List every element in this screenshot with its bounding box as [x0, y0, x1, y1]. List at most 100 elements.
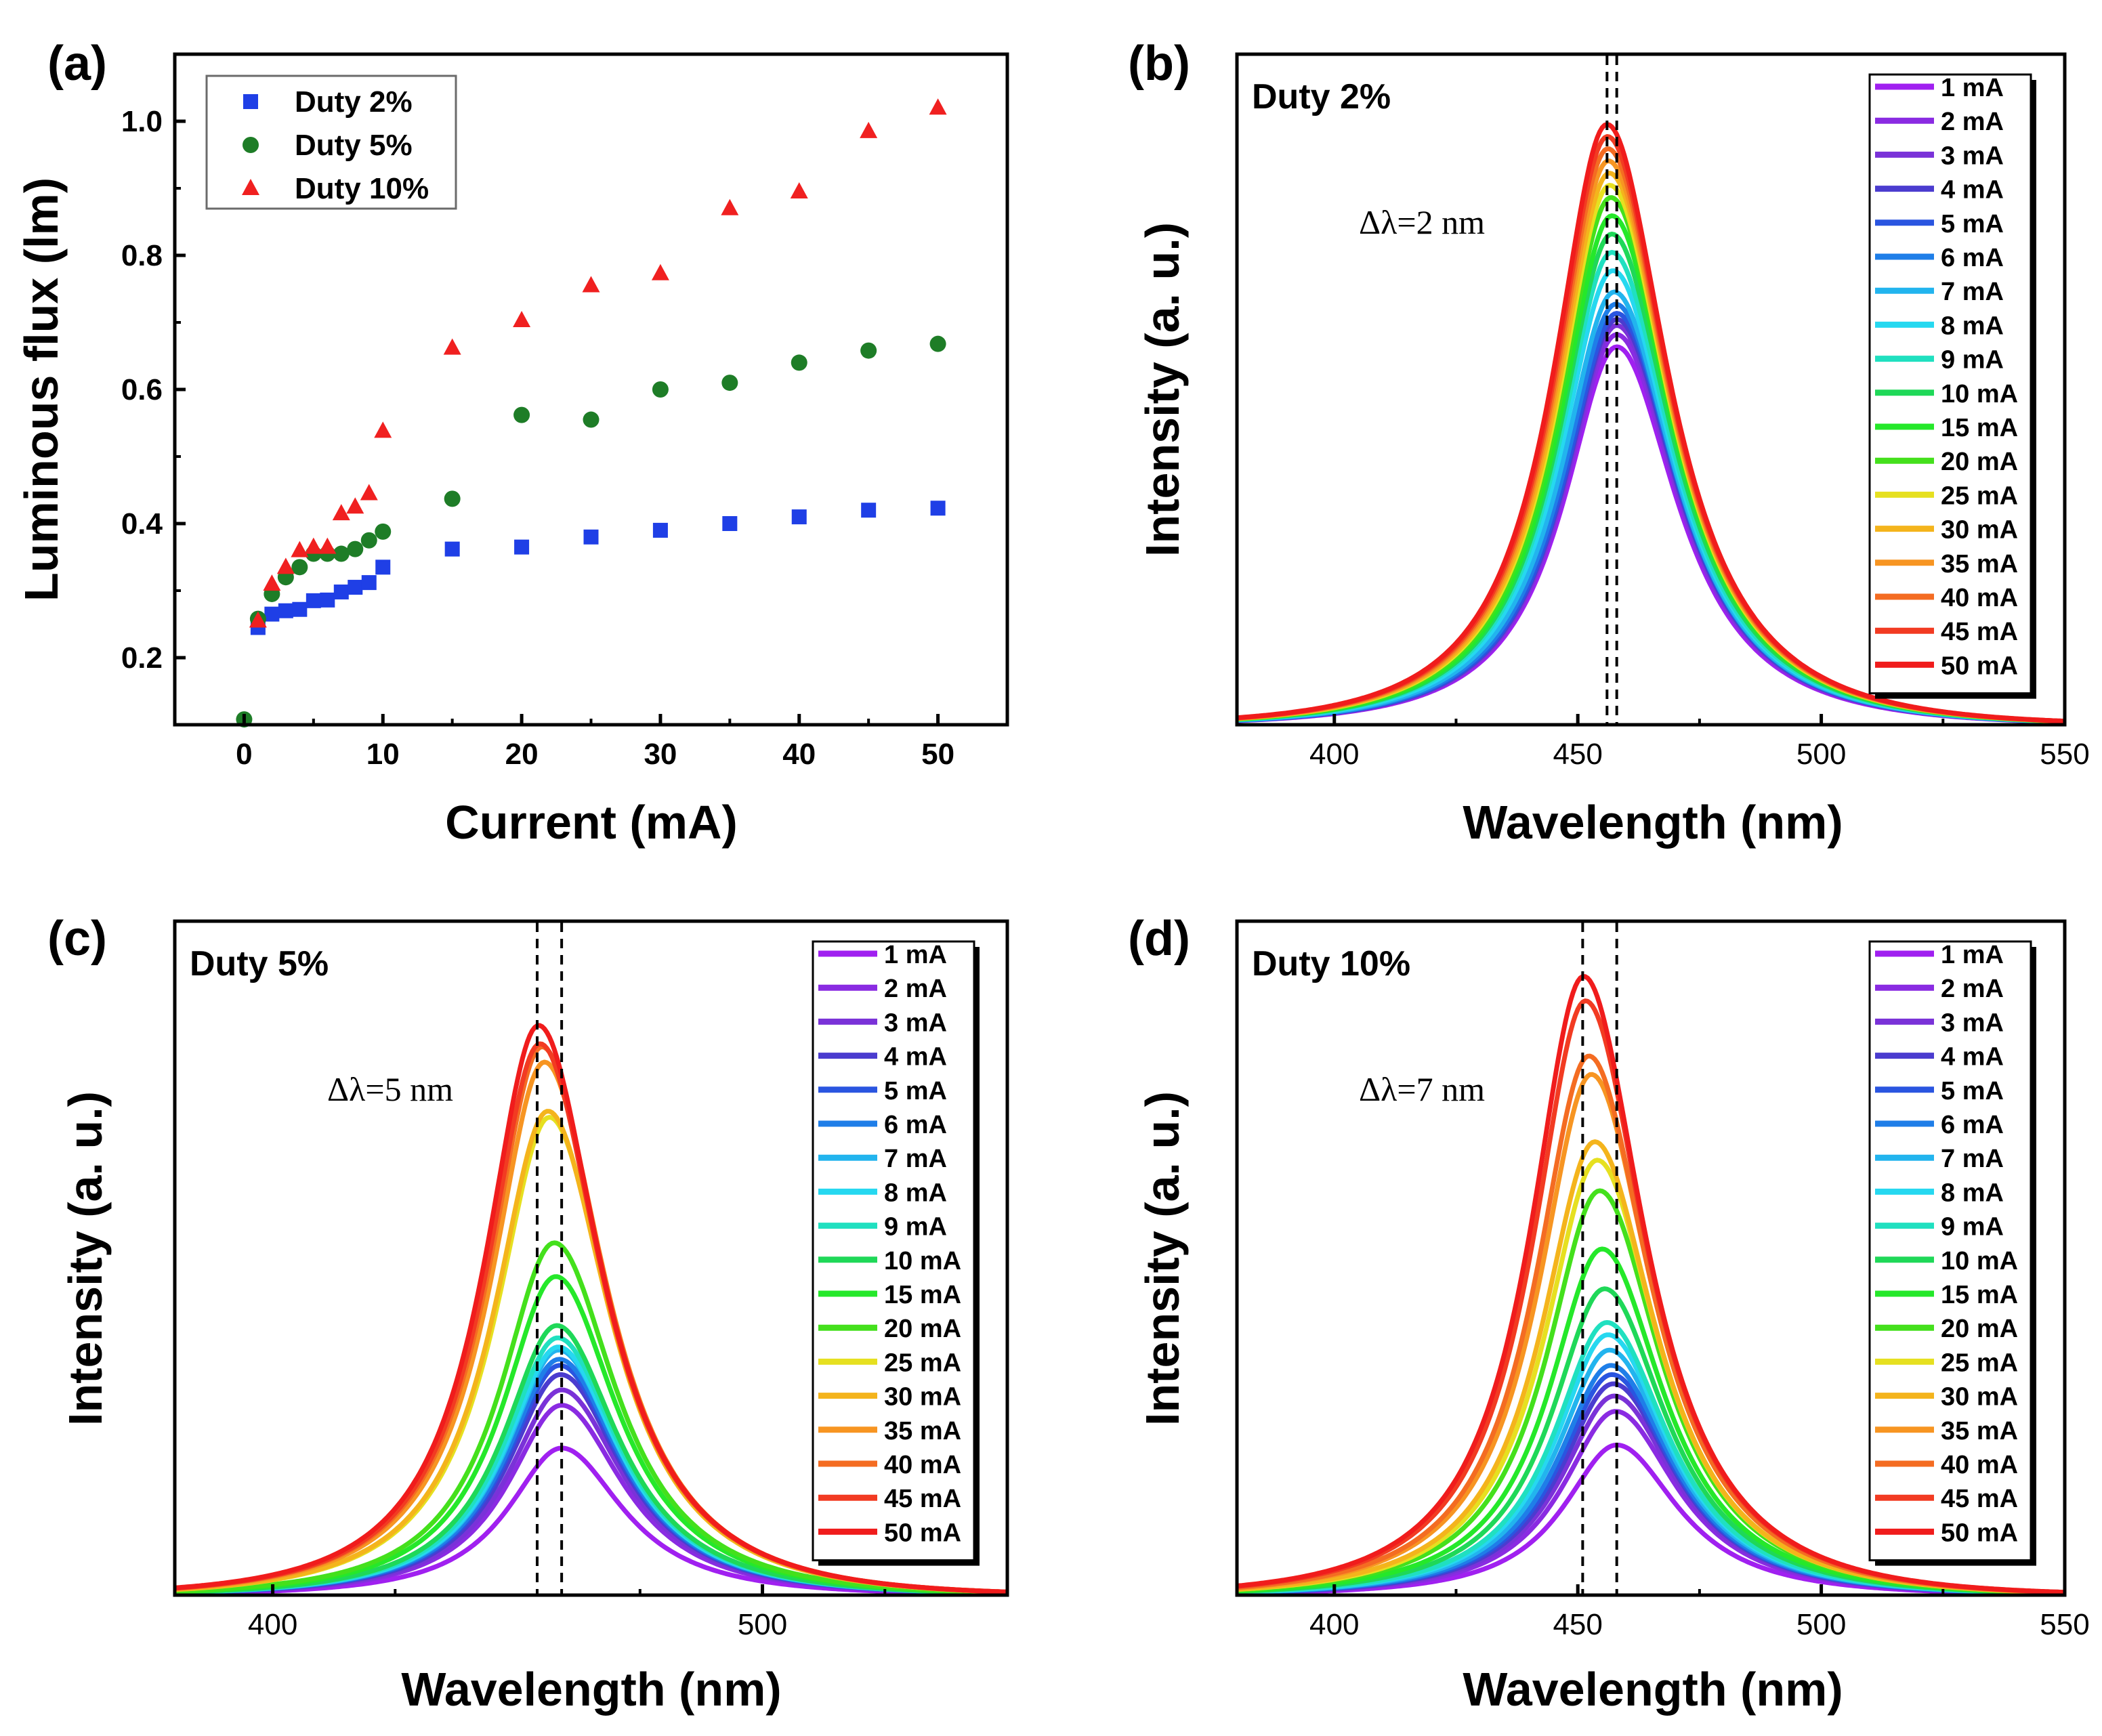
- legend-label: 10 mA: [1941, 380, 2018, 408]
- data-point-triangle: [249, 611, 267, 628]
- data-point-circle: [347, 541, 364, 557]
- spectrum-curve-18: [1237, 122, 2065, 724]
- x-tick-label: 550: [2040, 1608, 2089, 1641]
- legend-label: 7 mA: [1941, 278, 2004, 306]
- legend-label: 7 mA: [884, 1145, 947, 1173]
- legend: 1 mA 2 mA 3 mA 4 mA 5 mA 6 mA 7 mA 8 mA 9 mA 10 m…: [1868, 73, 2036, 699]
- data-point-circle: [513, 406, 530, 423]
- legend-label: 8 mA: [1941, 312, 2004, 340]
- data-point-circle: [360, 532, 377, 549]
- data-point-square: [652, 522, 668, 538]
- legend-label: Duty 5%: [295, 129, 413, 162]
- y-tick-label: 0.8: [121, 239, 163, 272]
- legend-label: 15 mA: [884, 1281, 961, 1309]
- y-tick-label: 0.6: [121, 373, 163, 406]
- x-axis-title: Wavelength (nm): [1463, 1663, 1843, 1716]
- legend-marker-square: [243, 94, 258, 109]
- legend-label: 8 mA: [1941, 1179, 2004, 1207]
- panel-title: Duty 5%: [190, 944, 329, 983]
- x-tick-label: 550: [2040, 738, 2089, 771]
- x-tick-label: 400: [1309, 738, 1359, 771]
- legend-label: 35 mA: [884, 1417, 961, 1445]
- data-point-triangle: [651, 263, 669, 280]
- legend-label: 6 mA: [1941, 244, 2004, 272]
- legend-box: [1868, 940, 2032, 1562]
- x-tick-label: 400: [1309, 1608, 1359, 1641]
- legend-label: 2 mA: [884, 975, 947, 1003]
- spectrum-curve-18: [175, 1023, 1007, 1594]
- delta-lambda-annotation: Δλ=5 nm: [327, 1070, 453, 1108]
- legend-label: 50 mA: [1941, 652, 2018, 680]
- data-point-triangle: [263, 574, 281, 591]
- legend-label: 1 mA: [1941, 941, 2004, 969]
- panel-label: (a): [47, 37, 107, 91]
- data-point-square: [278, 603, 293, 618]
- x-tick-label: 500: [1796, 1608, 1846, 1641]
- y-tick-label: 0.2: [121, 641, 163, 675]
- data-point-circle: [860, 342, 877, 359]
- data-point-square: [722, 516, 738, 531]
- legend-label: 50 mA: [1941, 1519, 2018, 1547]
- data-point-triangle: [374, 421, 392, 438]
- panel-title: Duty 2%: [1252, 77, 1391, 117]
- legend-box: [1868, 73, 2032, 695]
- legend-label: 50 mA: [884, 1519, 961, 1547]
- legend-label: 7 mA: [1941, 1145, 2004, 1173]
- legend-label: 5 mA: [884, 1077, 947, 1105]
- data-point-triangle: [513, 311, 531, 328]
- series-0: [250, 501, 946, 635]
- legend-label: 30 mA: [1941, 516, 2018, 545]
- x-tick-label: 500: [738, 1608, 787, 1641]
- spectrum-curves: [1237, 122, 2065, 725]
- panel-label: (d): [1128, 912, 1190, 966]
- panel-label: (b): [1128, 37, 1190, 91]
- data-point-square: [583, 529, 599, 545]
- data-point-square: [444, 541, 460, 557]
- legend-label: 45 mA: [1941, 618, 2018, 646]
- data-point-triangle: [291, 541, 309, 557]
- data-point-triangle: [929, 98, 947, 115]
- data-point-triangle: [332, 504, 350, 521]
- legend-label: 4 mA: [1941, 1043, 2004, 1072]
- plot-frame: [1235, 52, 2067, 727]
- x-tick-label: 10: [366, 738, 400, 771]
- x-axis-title: Current (mA): [445, 796, 738, 849]
- x-tick-label: 30: [644, 738, 677, 771]
- y-axis-title: Intensity (a. u.): [1136, 222, 1189, 557]
- legend-label: 2 mA: [1941, 108, 2004, 136]
- legend-box: [812, 940, 975, 1562]
- data-point-circle: [583, 411, 600, 428]
- spectrum-curve-18: [1237, 974, 2065, 1595]
- legend-label: 4 mA: [1941, 176, 2004, 205]
- x-axis-title: Wavelength (nm): [401, 1663, 781, 1716]
- data-point-triangle: [443, 338, 461, 355]
- legend: Duty 2% Duty 5% Duty 10%: [205, 75, 457, 210]
- delta-lambda-annotation: Δλ=7 nm: [1359, 1070, 1485, 1108]
- legend-label: 4 mA: [884, 1043, 947, 1072]
- x-tick-label: 500: [1796, 738, 1846, 771]
- legend-label: 15 mA: [1941, 1281, 2018, 1309]
- data-point-square: [514, 539, 530, 555]
- x-tick-label: 50: [921, 738, 954, 771]
- data-point-circle: [791, 354, 807, 371]
- data-point-circle: [652, 381, 669, 398]
- data-point-circle: [333, 545, 350, 562]
- data-point-square: [361, 575, 377, 591]
- legend-label: 25 mA: [1941, 1349, 2018, 1377]
- legend-marker-triangle: [242, 179, 259, 195]
- panel-d: (d) 400 450 500 550 Wavelength (nm) Intensity …: [1128, 912, 2090, 1716]
- legend-label: 9 mA: [1941, 346, 2004, 375]
- legend-label: Duty 10%: [295, 172, 429, 205]
- data-point-square: [861, 503, 877, 518]
- legend-label: 25 mA: [884, 1349, 961, 1377]
- legend-label: 10 mA: [1941, 1247, 2018, 1275]
- data-point-circle: [375, 523, 392, 540]
- panel-c: (c) 400 500 Wavelength (nm) Intensity (a. u.…: [47, 912, 1009, 1716]
- data-points: [236, 98, 947, 728]
- data-point-circle: [291, 559, 308, 576]
- legend-label: 30 mA: [884, 1383, 961, 1412]
- data-point-square: [320, 592, 335, 608]
- legend-label: 3 mA: [884, 1009, 947, 1037]
- data-point-circle: [929, 335, 946, 352]
- plot-frame: [1235, 919, 2067, 1597]
